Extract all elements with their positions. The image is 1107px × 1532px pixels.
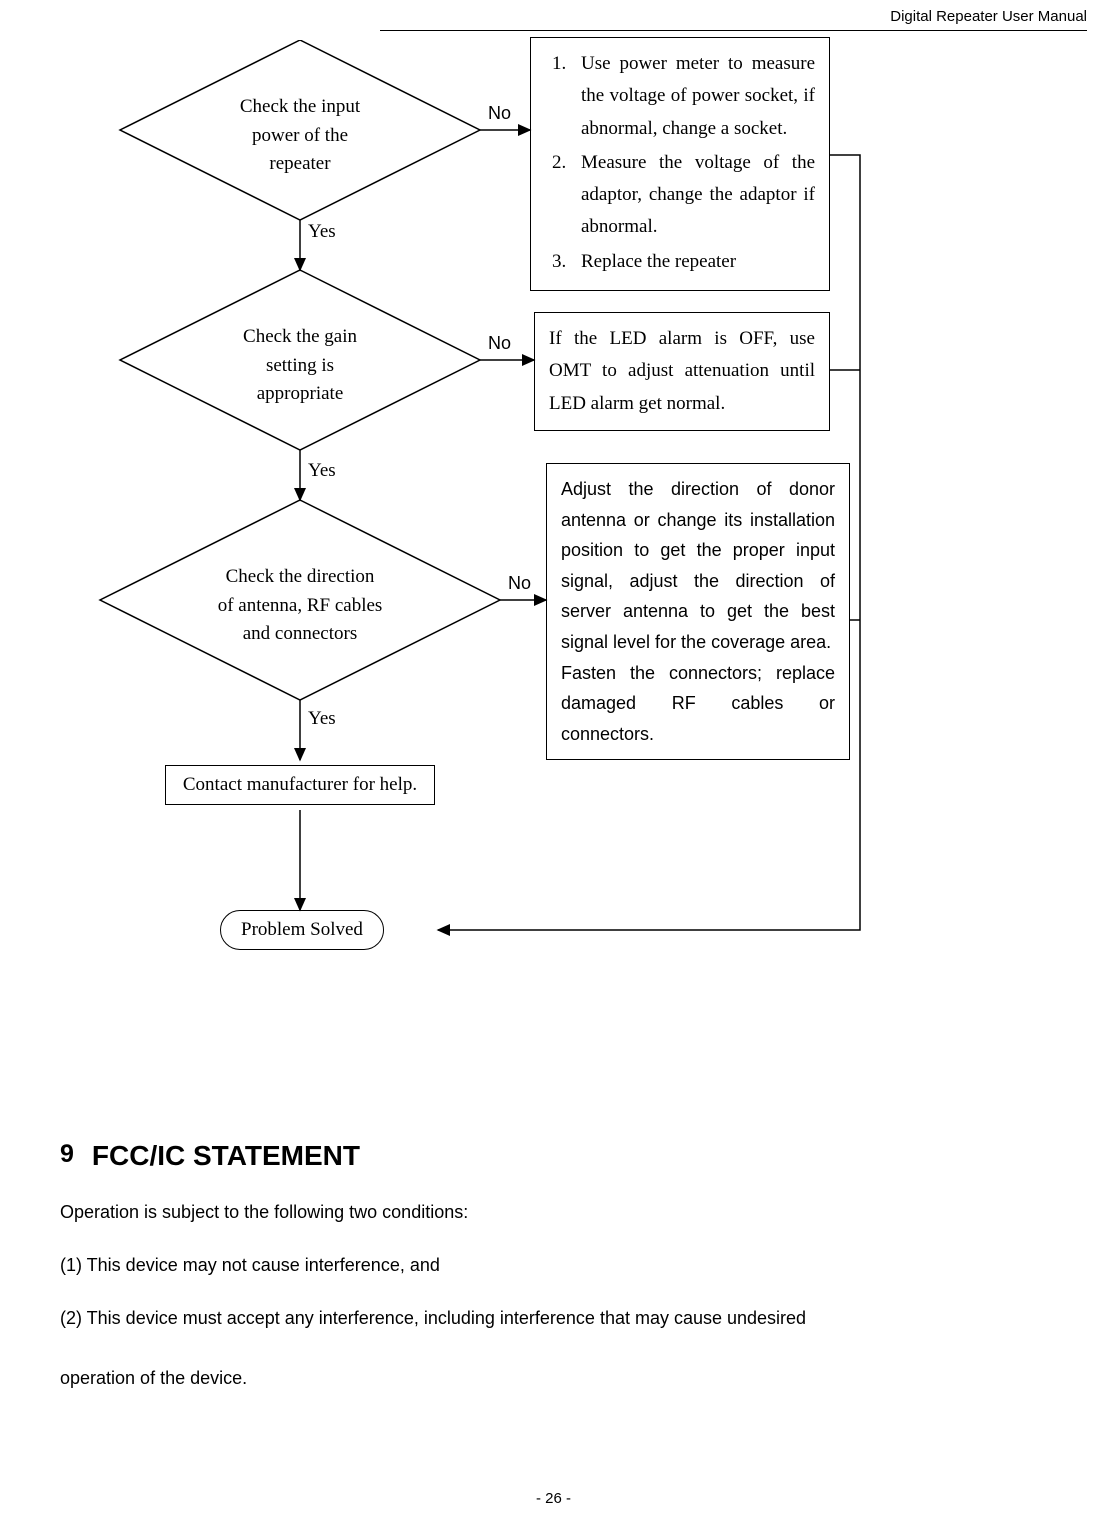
- section-p2: (1) This device may not cause interferen…: [60, 1253, 1047, 1278]
- d2-line1: Check the gain: [190, 323, 410, 352]
- label-yes-1: Yes: [308, 221, 336, 243]
- d3-line2: of antenna, RF cables: [170, 592, 430, 621]
- section-p1: Operation is subject to the following tw…: [60, 1200, 1047, 1225]
- page-footer: - 26 -: [0, 1490, 1107, 1507]
- label-yes-2: Yes: [308, 460, 336, 482]
- d3-line3: and connectors: [170, 620, 430, 649]
- action-box-power: Use power meter to measure the voltage o…: [530, 37, 830, 291]
- flowchart: Check the input power of the repeater Ch…: [40, 40, 1080, 1040]
- section-p3: (2) This device must accept any interfer…: [60, 1306, 1047, 1331]
- box1-item2: Measure the voltage of the adaptor, chan…: [571, 147, 815, 244]
- decision-check-gain: Check the gain setting is appropriate: [190, 323, 410, 409]
- decision-check-antenna: Check the direction of antenna, RF cable…: [170, 563, 430, 649]
- d3-line1: Check the direction: [170, 563, 430, 592]
- section-number: 9: [60, 1140, 74, 1169]
- action-box-antenna: Adjust the direction of donor antenna or…: [546, 463, 850, 760]
- page-header: Digital Repeater User Manual: [890, 8, 1087, 25]
- label-yes-3: Yes: [308, 708, 336, 730]
- box1-item3: Replace the repeater: [571, 246, 815, 278]
- section-fcc-statement: 9 FCC/IC STATEMENT Operation is subject …: [60, 1140, 1047, 1391]
- label-no-3: No: [508, 573, 531, 594]
- box3-p1: Adjust the direction of donor antenna or…: [561, 474, 835, 658]
- header-rule: [380, 30, 1087, 31]
- label-no-2: No: [488, 333, 511, 354]
- d2-line3: appropriate: [190, 380, 410, 409]
- section-title: FCC/IC STATEMENT: [60, 1140, 1047, 1172]
- decision-check-input-power: Check the input power of the repeater: [190, 93, 410, 179]
- d1-line2: power of the: [190, 122, 410, 151]
- label-no-1: No: [488, 103, 511, 124]
- section-p4: operation of the device.: [60, 1366, 1047, 1391]
- box3-p2: Fasten the connectors; replace damaged R…: [561, 658, 835, 750]
- d1-line3: repeater: [190, 150, 410, 179]
- contact-manufacturer-box: Contact manufacturer for help.: [165, 765, 435, 805]
- box1-item1: Use power meter to measure the voltage o…: [571, 48, 815, 145]
- action-box-gain: If the LED alarm is OFF, use OMT to adju…: [534, 312, 830, 431]
- d1-line1: Check the input: [190, 93, 410, 122]
- d2-line2: setting is: [190, 352, 410, 381]
- problem-solved-terminal: Problem Solved: [220, 910, 384, 950]
